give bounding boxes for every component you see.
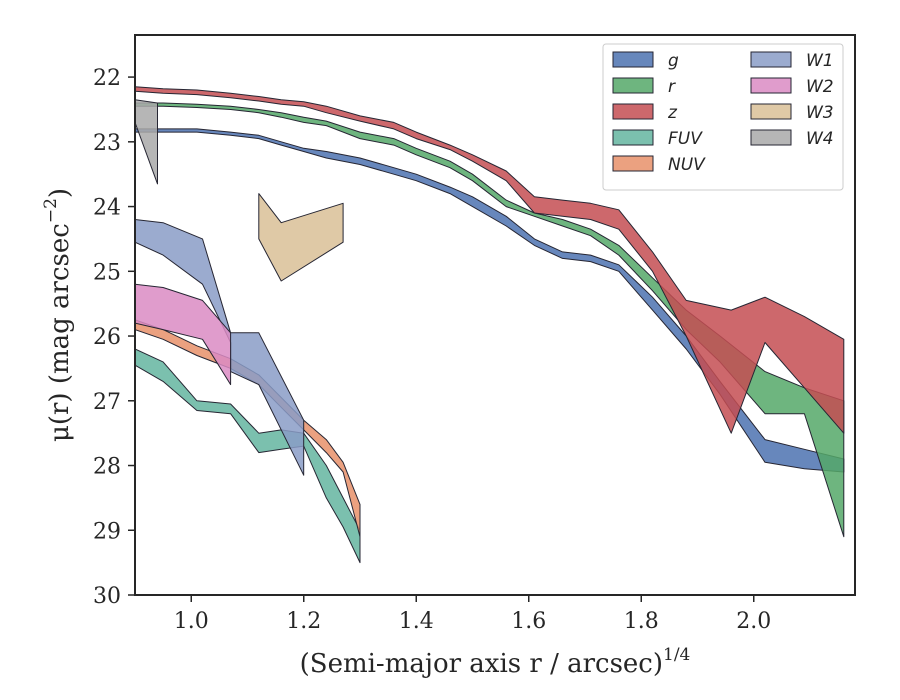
band-r	[135, 102, 845, 538]
legend-label-w2: W2	[806, 77, 834, 97]
y-tick-label: 29	[93, 519, 121, 544]
legend-swatch-nuv	[612, 155, 654, 172]
legend-swatch-w3	[750, 103, 792, 120]
x-tick-label: 1.0	[174, 609, 209, 634]
band-w1	[135, 219, 305, 476]
x-tick-label: 2.0	[736, 609, 771, 634]
legend-label-w4: W4	[806, 129, 834, 149]
band-z	[135, 86, 845, 434]
legend-label-z: z	[667, 103, 678, 123]
legend-label-r: r	[668, 77, 676, 97]
x-tick-label: 1.4	[399, 609, 434, 634]
plot-frame	[134, 34, 856, 596]
legend-swatch-r	[612, 77, 654, 94]
legend-label-nuv: NUV	[668, 155, 706, 175]
y-axis: 22 23 24 25 26 27 28 29 30	[93, 66, 135, 609]
legend: grz FUV NUV W1 W2 W3 W4	[602, 43, 844, 191]
legend-label-w3: W3	[806, 103, 834, 123]
band-w4	[135, 99, 158, 185]
band-fuv	[135, 348, 361, 564]
legend-swatch-w1	[750, 51, 792, 68]
legend-swatch-g	[612, 51, 654, 68]
y-tick-label: 25	[93, 260, 121, 285]
profile-bands	[135, 86, 845, 564]
y-tick-label: 28	[93, 455, 121, 480]
x-axis: 1.0 1.2 1.4 1.6 1.8 2.0	[174, 595, 771, 634]
y-tick-label: 22	[93, 66, 121, 91]
legend-label-w1: W1	[806, 51, 834, 71]
y-tick-label: 27	[93, 390, 121, 415]
legend-swatch-z	[612, 103, 654, 120]
y-tick-label: 26	[93, 325, 121, 350]
legend-label-g: g	[668, 51, 679, 71]
y-tick-label: 30	[93, 584, 121, 609]
x-tick-label: 1.8	[624, 609, 659, 634]
y-axis-label: μ(r) (mag arcsec−2)	[41, 188, 75, 442]
y-tick-label: 23	[93, 131, 121, 156]
legend-swatch-fuv	[612, 129, 654, 146]
x-tick-label: 1.6	[511, 609, 546, 634]
legend-swatch-w4	[750, 129, 792, 146]
band-w3	[258, 193, 344, 282]
x-axis-label: (Semi-major axis r / arcsec)1/4	[300, 645, 691, 679]
legend-label-fuv: FUV	[668, 129, 703, 149]
band-w2	[135, 283, 232, 386]
legend-swatch-w2	[750, 77, 792, 94]
y-tick-label: 24	[93, 196, 121, 221]
x-tick-label: 1.2	[286, 609, 321, 634]
